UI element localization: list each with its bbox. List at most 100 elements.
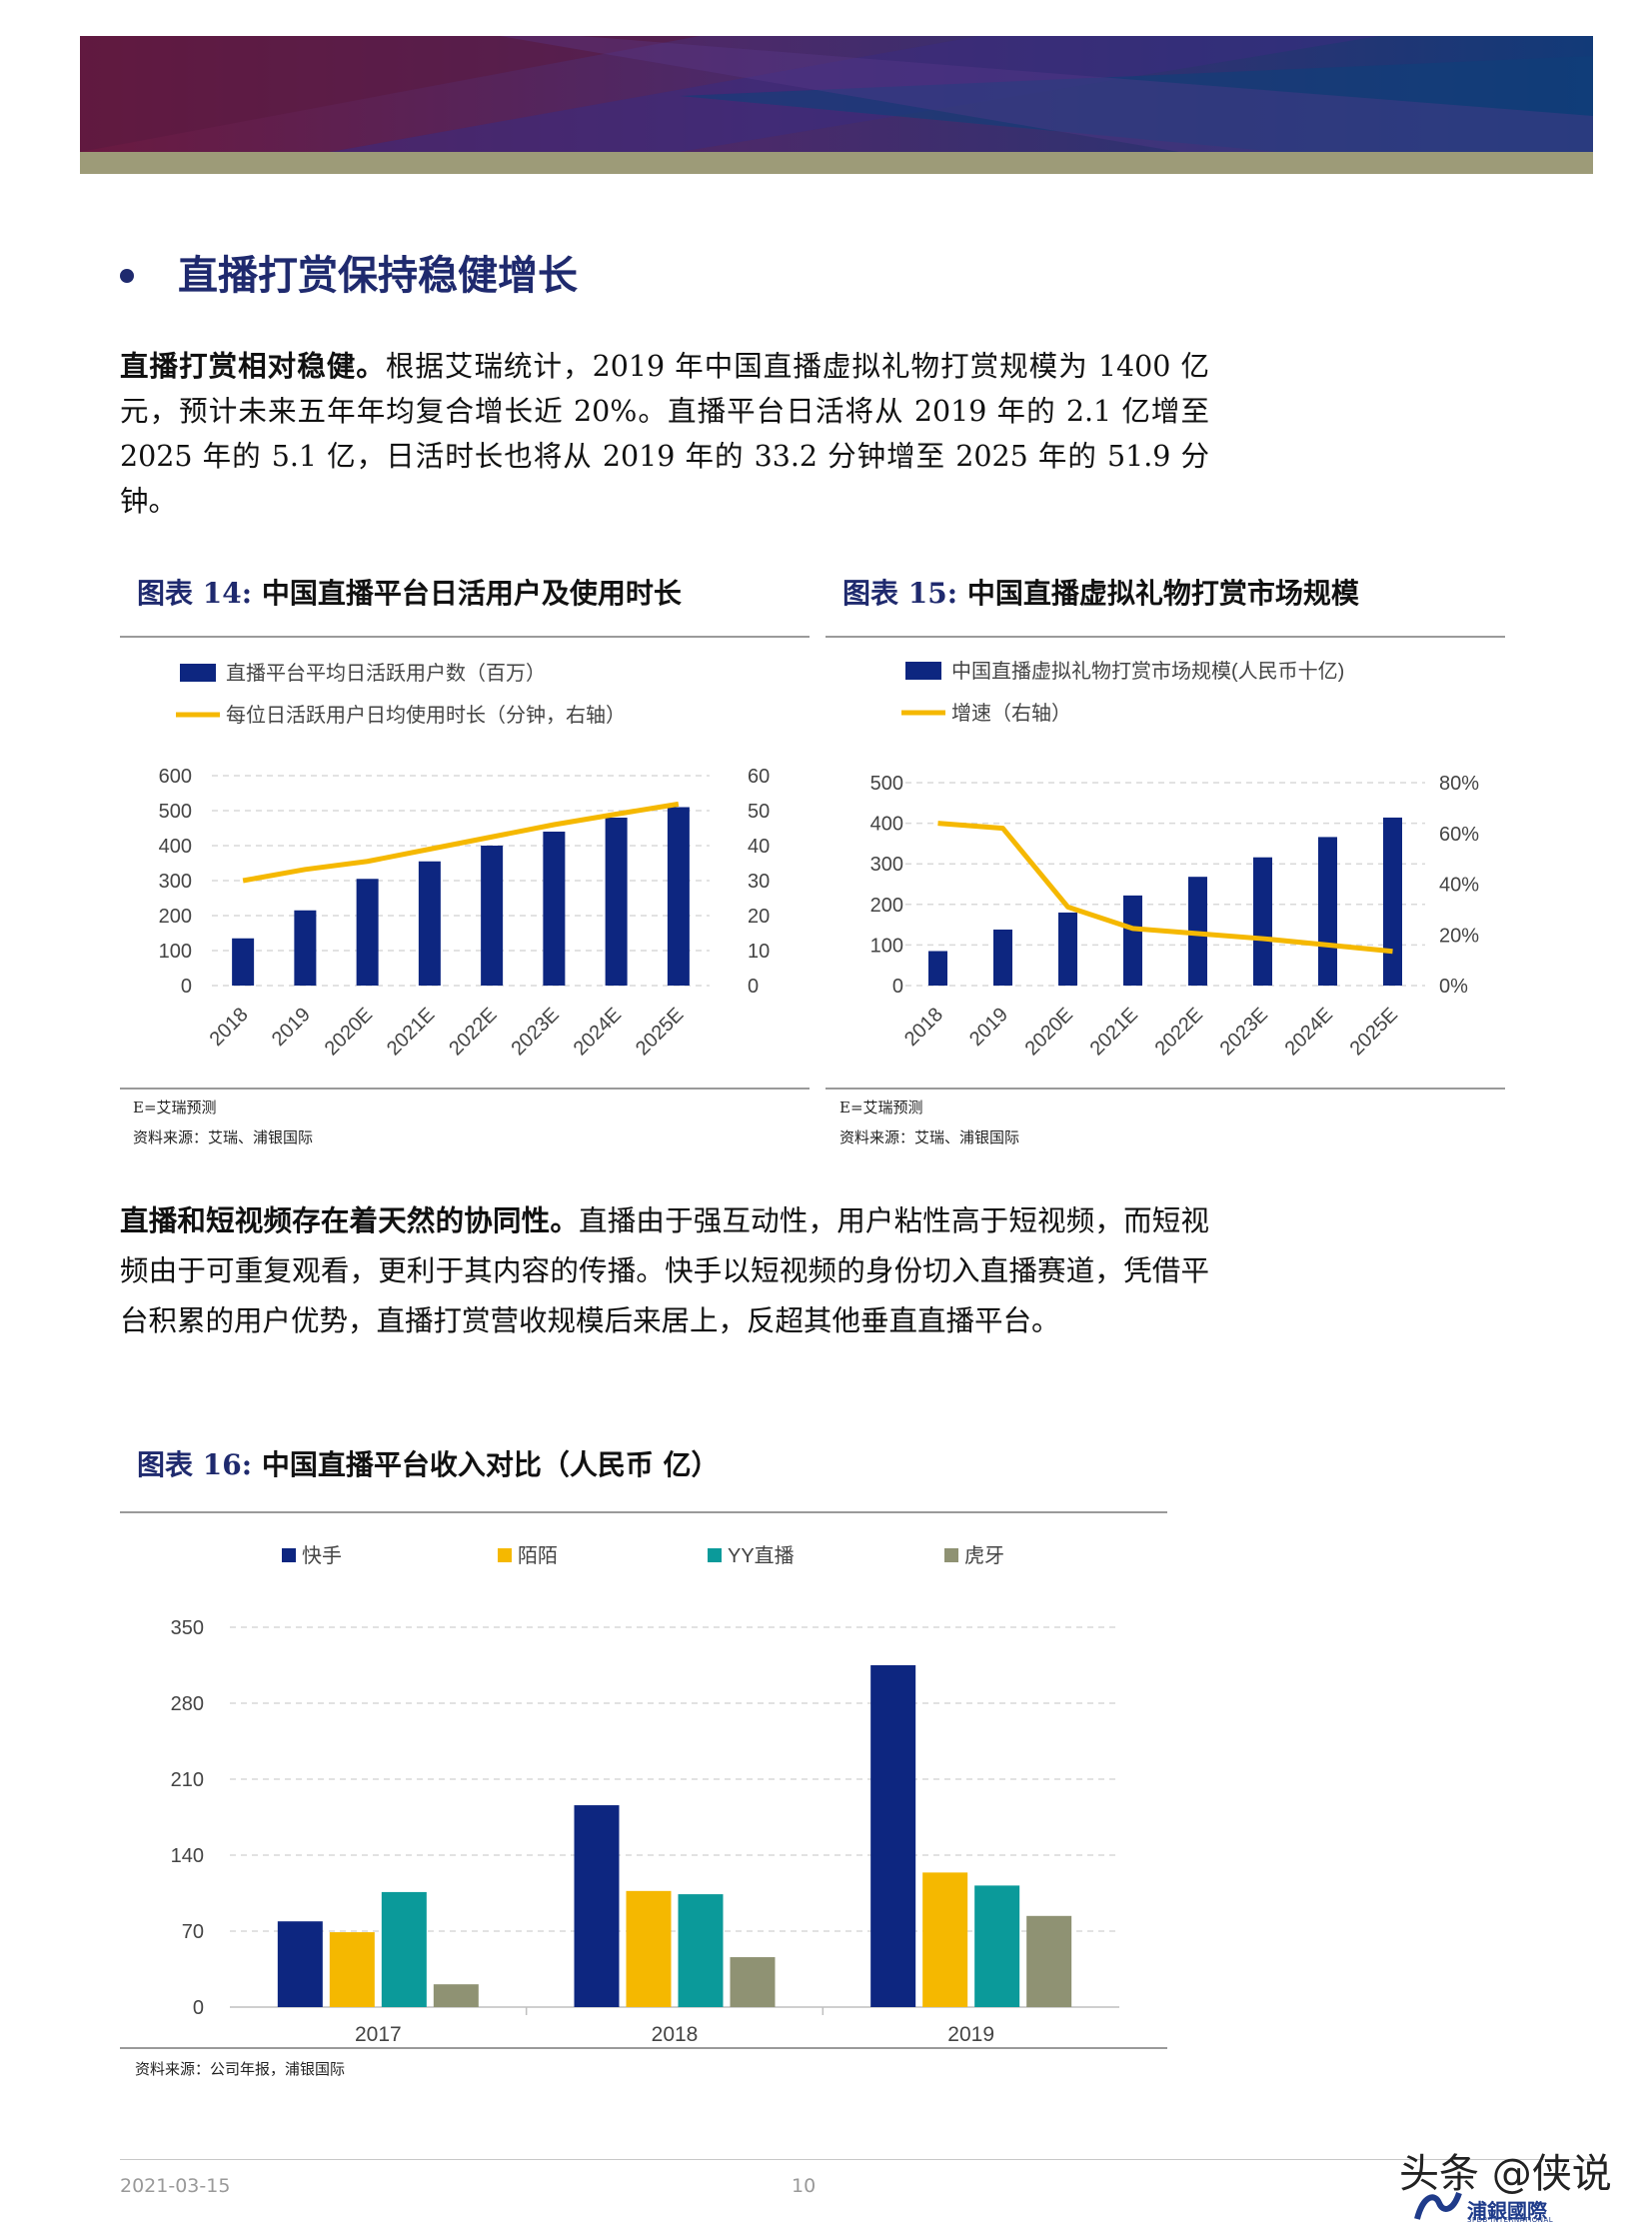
fig16-bar xyxy=(870,1665,916,2007)
paragraph-1-body: 根据艾瑞统计，2019 年中国直播虚拟礼物打赏规模为 1400 亿元，预计未来五… xyxy=(120,350,1209,518)
fig15-xtick-label: 2021E xyxy=(1086,1004,1142,1060)
fig16-ytick-label: 0 xyxy=(193,1997,204,2019)
fig15-source: 资料来源：艾瑞、浦银国际 xyxy=(839,1128,1020,1146)
fig14-ytick-label: 500 xyxy=(159,801,192,823)
fig15-ytick-label: 500 xyxy=(870,773,903,795)
fig16-legend-swatch xyxy=(944,1548,958,1562)
fig15-bar xyxy=(1253,857,1272,986)
fig16-bar xyxy=(730,1957,776,2007)
fig16-xtick-label: 2019 xyxy=(947,2023,994,2045)
fig14-label: 图表 14: xyxy=(137,577,253,610)
fig16-bar xyxy=(433,1984,479,2007)
fig14-bar xyxy=(294,910,317,986)
fig16-bar xyxy=(574,1805,620,2007)
fig14-y2tick-label: 10 xyxy=(748,941,770,963)
fig14-y2tick-label: 40 xyxy=(748,836,770,858)
fig15-top-rule xyxy=(826,636,1505,638)
fig16-chart: 快手 陌陌 YY直播 虎牙 0 70 140 210 280 350 2017 2018 2019 xyxy=(171,1544,1119,2045)
fig16-legend-swatch xyxy=(708,1548,722,1562)
fig14-ytick-label: 400 xyxy=(159,836,192,858)
fig14-source: 资料来源：艾瑞、浦银国际 xyxy=(133,1128,314,1146)
bullet-icon xyxy=(120,269,134,283)
header-band xyxy=(80,152,1593,174)
fig15-ytick-label: 400 xyxy=(870,814,903,836)
fig14-title-text: 中国直播平台日活用户及使用时长 xyxy=(261,577,682,610)
fig15-bar xyxy=(1318,837,1337,986)
fig15-bar xyxy=(1058,912,1077,986)
logo-subtext: SPDB INTERNATIONAL xyxy=(1467,2216,1554,2224)
fig14-ytick-label: 600 xyxy=(159,766,192,788)
fig14-xtick-label: 2021E xyxy=(383,1004,439,1060)
footer-date: 2021-03-15 xyxy=(120,2175,231,2197)
fig14-ytick-label: 200 xyxy=(159,906,192,928)
fig15-bar xyxy=(993,929,1012,986)
fig14-top-rule xyxy=(120,636,810,638)
fig14-note: E=艾瑞预测 xyxy=(133,1099,217,1116)
fig15-ytick-label: 300 xyxy=(870,854,903,876)
section-title-text: 直播打赏保持稳健增长 xyxy=(178,252,578,299)
fig16-bar xyxy=(678,1894,724,2007)
fig15-legend-label-bar: 中国直播虚拟礼物打赏市场规模(人民币十亿) xyxy=(951,660,1344,683)
fig14-legend-swatch-bar xyxy=(180,664,216,682)
fig16-bar xyxy=(329,1932,375,2007)
fig16-label: 图表 16: xyxy=(137,1448,253,1481)
fig14-xtick-label: 2024E xyxy=(570,1004,626,1060)
fig16-bar xyxy=(974,1885,1020,2007)
fig16-top-rule xyxy=(120,1511,1167,1513)
fig14-y2tick-label: 0 xyxy=(748,976,759,998)
fig16-bar xyxy=(626,1890,672,2007)
fig16-bar xyxy=(1026,1915,1072,2007)
paragraph-1-lead: 直播打赏相对稳健。 xyxy=(120,349,386,383)
fig15-legend-swatch-bar xyxy=(905,662,941,680)
fig14-ytick-label: 300 xyxy=(159,871,192,893)
fig14-legend-label-line: 每位日活跃用户日均使用时长（分钟，右轴） xyxy=(226,704,626,727)
fig16-bar xyxy=(381,1891,427,2007)
fig16-title: 图表 16: 中国直播平台收入对比（人民币 亿） xyxy=(137,1443,720,1483)
fig14-bar xyxy=(667,807,690,986)
fig14-y2tick-label: 60 xyxy=(748,766,770,788)
fig15-y2tick-label: 80% xyxy=(1439,773,1479,795)
fig15-y2tick-label: 60% xyxy=(1439,824,1479,846)
fig15-title: 图表 15: 中国直播虚拟礼物打赏市场规模 xyxy=(842,572,1359,612)
fig15-xtick-label: 2022E xyxy=(1151,1004,1207,1060)
fig16-legend-label: 陌陌 xyxy=(518,1544,558,1567)
paragraph-2-lead: 直播和短视频存在着天然的协同性。 xyxy=(120,1203,580,1237)
fig16-legend-swatch xyxy=(498,1548,512,1562)
spdb-logo-icon xyxy=(1414,2191,1462,2220)
fig14-bar xyxy=(605,818,628,986)
fig14-bottom-rule xyxy=(120,1088,810,1090)
fig15-ytick-label: 200 xyxy=(870,895,903,917)
fig16-title-text: 中国直播平台收入对比（人民币 亿） xyxy=(261,1448,720,1481)
fig16-bar xyxy=(277,1921,323,2007)
fig14-bar xyxy=(418,861,441,986)
page-number: 10 xyxy=(792,2175,817,2197)
fig16-legend-label: 快手 xyxy=(302,1544,342,1567)
fig14-y2tick-label: 30 xyxy=(748,871,770,893)
fig14-bar xyxy=(232,938,255,986)
fig15-xtick-label: 2020E xyxy=(1021,1004,1077,1060)
fig16-ytick-label: 350 xyxy=(171,1617,204,1639)
fig16-ytick-label: 210 xyxy=(171,1769,204,1791)
fig14-series-line xyxy=(242,801,680,884)
fig14-chart: 直播平台平均日活跃用户数（百万）每位日活跃用户日均使用时长（分钟，右轴）0100… xyxy=(159,662,771,1060)
fig16-ytick-label: 70 xyxy=(182,1921,204,1943)
fig14-title: 图表 14: 中国直播平台日活用户及使用时长 xyxy=(137,572,682,612)
fig14-xtick-label: 2018 xyxy=(206,1004,253,1051)
fig16-legend-label: 虎牙 xyxy=(964,1544,1004,1567)
fig14-legend-label-bar: 直播平台平均日活跃用户数（百万） xyxy=(226,662,546,685)
fig15-bar xyxy=(1123,895,1142,986)
fig16-legend-label: YY直播 xyxy=(728,1544,795,1567)
fig15-y2tick-label: 0% xyxy=(1439,976,1468,998)
fig15-legend-label-line: 增速（右轴） xyxy=(951,702,1071,725)
logo-text: 浦銀國際 xyxy=(1467,2199,1547,2223)
fig15-series-line xyxy=(937,821,1393,955)
fig14-bar xyxy=(543,832,566,986)
fig14-xtick-label: 2020E xyxy=(321,1004,377,1060)
fig14-y2tick-label: 20 xyxy=(748,906,770,928)
fig14-xtick-label: 2025E xyxy=(632,1004,688,1060)
section-title: 直播打赏保持稳健增长 xyxy=(120,243,578,301)
fig14-bar xyxy=(481,846,504,986)
fig14-xtick-label: 2023E xyxy=(507,1004,563,1060)
fig15-ytick-label: 0 xyxy=(892,976,903,998)
fig15-xtick-label: 2023E xyxy=(1216,1004,1272,1060)
